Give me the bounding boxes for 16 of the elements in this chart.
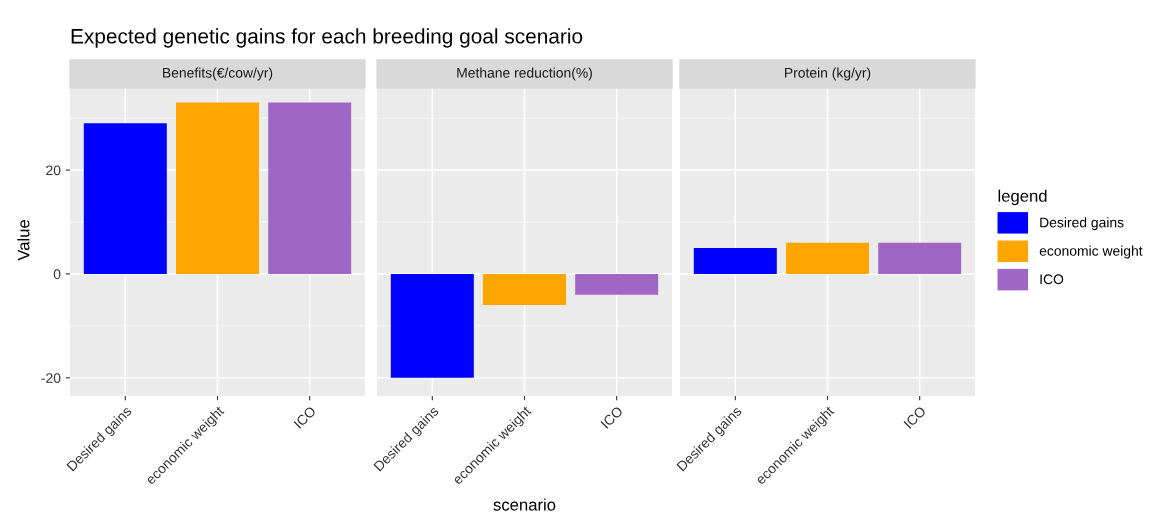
y-tick-label: 20 [46, 165, 61, 176]
legend-label: economic weight [1039, 245, 1143, 259]
x-axis-title: scenario [493, 498, 556, 511]
legend-label: ICO [1040, 274, 1064, 285]
x-tick-label: ICO [600, 405, 624, 429]
x-tick-label: ICO [903, 405, 927, 429]
legend-title: legend [998, 189, 1047, 206]
y-axis-title: Value [17, 220, 30, 261]
x-tick-label: ICO [293, 405, 317, 429]
y-tick-label: 0 [53, 269, 61, 280]
legend-label: Desired gains [1040, 217, 1124, 231]
chart-subtitle: Protein (kg/yr) [785, 67, 871, 81]
chart-subtitle: Methane reduction(%) [457, 67, 592, 81]
chart-title: Expected genetic gains for each breeding goal scenario [71, 28, 583, 48]
y-tick-label: -20 [41, 373, 61, 383]
chart-subtitle: Benefits(€/cow/yr) [163, 67, 273, 81]
